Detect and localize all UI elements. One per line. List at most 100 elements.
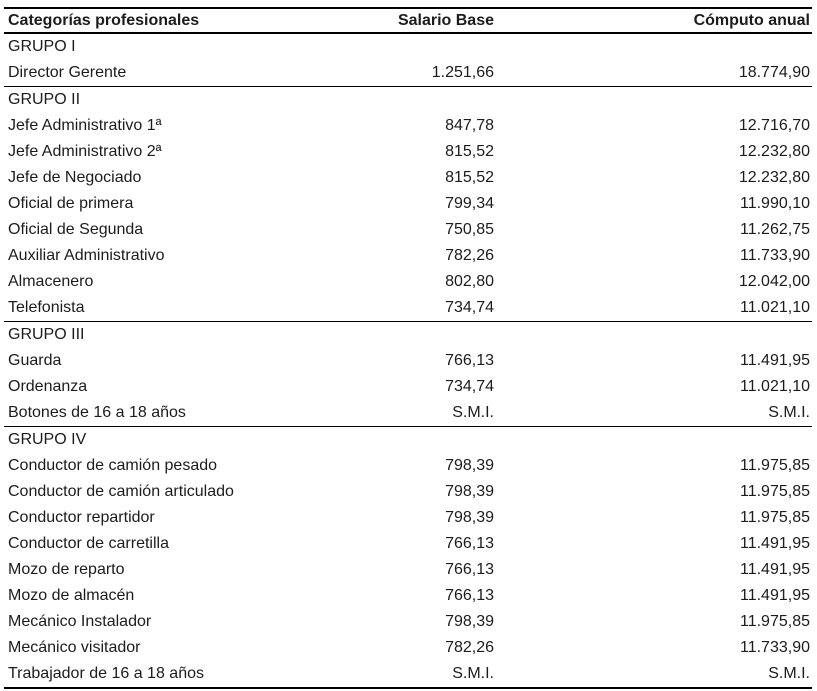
table-row: Conductor repartidor 798,39 11.975,85 (4, 505, 812, 531)
computo-anual-cell: 18.774,90 (496, 60, 812, 87)
group-label: GRUPO IV (8, 431, 87, 448)
category-cell: Jefe Administrativo 1ª (8, 117, 162, 134)
category-cell: Oficial de Segunda (8, 221, 144, 238)
table-row: Almacenero 802,80 12.042,00 (4, 269, 812, 295)
salario-base-cell: 798,39 (445, 483, 494, 500)
category-cell: Mecánico Instalador (8, 613, 152, 630)
salary-table-body: GRUPO I Director Gerente 1.251,66 18.774,90… (4, 33, 812, 689)
salario-base-cell: 734,74 (346, 295, 496, 322)
category-cell: Conductor repartidor (8, 509, 155, 526)
salario-base-cell: 734,74 (445, 378, 494, 395)
category-cell: Conductor de carretilla (8, 535, 169, 552)
column-header-categorias-profesionales: Categorías profesionales (4, 7, 346, 34)
category-cell: Mozo de reparto (8, 561, 125, 578)
computo-anual-cell: 12.232,80 (738, 143, 810, 160)
salario-base-cell: 847,78 (445, 117, 494, 134)
salario-base-cell: 766,13 (445, 561, 494, 578)
computo-anual-cell: 12.232,80 (738, 169, 810, 186)
salario-base-cell: 815,52 (445, 169, 494, 186)
category-cell: Jefe de Negociado (8, 169, 142, 186)
salario-base-cell: S.M.I. (346, 661, 496, 689)
salario-base-cell: 782,26 (445, 639, 494, 656)
category-cell: Conductor de camión articulado (8, 483, 234, 500)
salario-base-cell: 799,34 (445, 195, 494, 212)
group-label: GRUPO I (8, 38, 76, 55)
column-header-computo-anual: Cómputo anual (496, 7, 812, 34)
salario-base-cell: 802,80 (445, 273, 494, 290)
category-cell: Jefe Administrativo 2ª (8, 143, 162, 160)
salario-base-cell: 766,13 (445, 587, 494, 604)
group-row: GRUPO I (4, 33, 812, 60)
table-row: Ordenanza 734,74 11.021,10 (4, 374, 812, 400)
group-row: GRUPO IV (4, 427, 812, 454)
salario-base-cell: 766,13 (445, 535, 494, 552)
salario-base-cell: 798,39 (445, 613, 494, 630)
table-row: Jefe Administrativo 2ª 815,52 12.232,80 (4, 139, 812, 165)
table-row: Trabajador de 16 a 18 años S.M.I. S.M.I. (4, 661, 812, 689)
table-row: Auxiliar Administrativo 782,26 11.733,90 (4, 243, 812, 269)
computo-anual-cell: S.M.I. (496, 400, 812, 427)
salario-base-cell: 798,39 (445, 457, 494, 474)
table-row: Mecánico Instalador 798,39 11.975,85 (4, 609, 812, 635)
table-row: Director Gerente 1.251,66 18.774,90 (4, 60, 812, 87)
category-cell: Mozo de almacén (8, 587, 135, 604)
category-cell: Director Gerente (4, 60, 346, 87)
group-row: GRUPO III (4, 322, 812, 349)
table-row: Oficial de primera 799,34 11.990,10 (4, 191, 812, 217)
computo-anual-cell: 11.021,10 (740, 378, 810, 395)
salario-base-cell: 782,26 (445, 247, 494, 264)
table-row: Mozo de reparto 766,13 11.491,95 (4, 557, 812, 583)
computo-anual-cell: 11.990,10 (740, 195, 810, 212)
category-cell: Telefonista (4, 295, 346, 322)
table-row: Jefe de Negociado 815,52 12.232,80 (4, 165, 812, 191)
group-row: GRUPO II (4, 87, 812, 114)
table-row: Conductor de camión pesado 798,39 11.975,8… (4, 453, 812, 479)
category-cell: Conductor de camión pesado (8, 457, 218, 474)
computo-anual-cell: S.M.I. (496, 661, 812, 689)
computo-anual-cell: 11.491,95 (740, 352, 810, 369)
table-row: Guarda 766,13 11.491,95 (4, 348, 812, 374)
table-row: Oficial de Segunda 750,85 11.262,75 (4, 217, 812, 243)
category-cell: Guarda (8, 352, 62, 369)
table-row: Mozo de almacén 766,13 11.491,95 (4, 583, 812, 609)
computo-anual-cell: 11.975,85 (740, 509, 810, 526)
salario-base-cell: 798,39 (445, 509, 494, 526)
computo-anual-cell: 11.262,75 (740, 221, 810, 238)
computo-anual-cell: 12.716,70 (738, 117, 810, 134)
computo-anual-cell: 11.975,85 (740, 483, 810, 500)
salary-table: Categorías profesionales Salario Base Có… (4, 7, 812, 689)
salario-base-cell: S.M.I. (346, 400, 496, 427)
computo-anual-cell: 11.021,10 (496, 295, 812, 322)
computo-anual-cell: 11.491,95 (740, 535, 810, 552)
category-cell: Almacenero (8, 273, 94, 290)
category-cell: Oficial de primera (8, 195, 134, 212)
table-row: Conductor de camión articulado 798,39 11.9… (4, 479, 812, 505)
computo-anual-cell: 11.491,95 (740, 561, 810, 578)
salario-base-cell: 815,52 (445, 143, 494, 160)
group-label: GRUPO II (8, 91, 81, 108)
table-row: Telefonista 734,74 11.021,10 (4, 295, 812, 322)
computo-anual-cell: 11.491,95 (740, 587, 810, 604)
column-header-salario-base: Salario Base (346, 7, 496, 34)
computo-anual-cell: 11.975,85 (740, 613, 810, 630)
group-label: GRUPO III (8, 326, 85, 343)
header-row: Categorías profesionales Salario Base Có… (4, 7, 812, 34)
category-cell: Trabajador de 16 a 18 años (4, 661, 346, 689)
category-cell: Botones de 16 a 18 años (4, 400, 346, 427)
salario-base-cell: 1.251,66 (346, 60, 496, 87)
salario-base-cell: 766,13 (445, 352, 494, 369)
table-row: Mecánico visitador 782,26 11.733,90 (4, 635, 812, 661)
computo-anual-cell: 11.733,90 (740, 247, 810, 264)
salario-base-cell: 750,85 (445, 221, 494, 238)
computo-anual-cell: 11.975,85 (740, 457, 810, 474)
table-row: Botones de 16 a 18 años S.M.I. S.M.I. (4, 400, 812, 427)
category-cell: Auxiliar Administrativo (8, 247, 165, 264)
category-cell: Ordenanza (8, 378, 88, 395)
computo-anual-cell: 12.042,00 (738, 273, 810, 290)
table-header: Categorías profesionales Salario Base Có… (4, 7, 812, 34)
table-row: Conductor de carretilla 766,13 11.491,95 (4, 531, 812, 557)
table-row: Jefe Administrativo 1ª 847,78 12.716,70 (4, 113, 812, 139)
computo-anual-cell: 11.733,90 (740, 639, 810, 656)
category-cell: Mecánico visitador (8, 639, 141, 656)
